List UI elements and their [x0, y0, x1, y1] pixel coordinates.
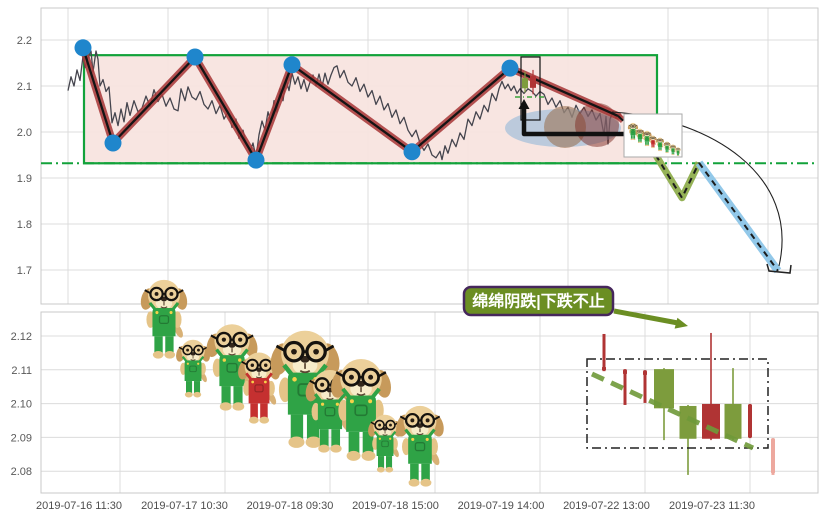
breakdown-green-leg: [647, 143, 703, 202]
zigzag-point: [74, 39, 92, 57]
top-panel-border: [40, 7, 819, 305]
zigzag-point: [501, 59, 519, 77]
up-arrow-head-icon: [518, 99, 530, 109]
zigzag-point: [283, 56, 301, 74]
annotation-box: [462, 285, 615, 317]
bottom-y-tick-label: 2.12: [11, 331, 32, 343]
annotation-text: 绵绵阴跌|下跌不止: [472, 292, 604, 311]
arc-end-bracket-icon: [766, 263, 792, 274]
top-y-tick-label: 1.9: [17, 173, 32, 185]
dog-sticker: [392, 404, 448, 489]
up-arrow: [521, 108, 628, 137]
x-tick-label: 2019-07-23 11:30: [669, 500, 755, 512]
candlestick: [748, 404, 752, 438]
annotation-arrow-head-icon: [674, 317, 688, 329]
bottom-y-tick-label: 2.10: [11, 399, 32, 411]
zigzag-point: [186, 48, 204, 66]
x-tick-label: 2019-07-18 15:00: [352, 500, 439, 512]
zigzag-point: [403, 143, 421, 161]
dog-sticker: [173, 338, 213, 399]
zigzag-point: [104, 134, 122, 152]
zigzag-core-line: [81, 47, 619, 162]
candlestick: [679, 405, 697, 439]
candlestick: [623, 370, 627, 374]
candlestick: [602, 367, 606, 371]
candlestick: [724, 403, 742, 439]
annotation-arrow-icon: [613, 308, 679, 326]
candlestick: [771, 439, 775, 473]
x-tick-label: 2019-07-17 10:30: [141, 500, 228, 512]
blob-highlight-brown: [544, 106, 586, 148]
mini-candle: [522, 78, 528, 89]
trend-dashed-line: [590, 371, 755, 451]
top-y-tick-label: 2.1: [17, 81, 32, 93]
bottom-y-tick-label: 2.08: [11, 466, 32, 478]
candlestick: [654, 369, 674, 409]
top-y-tick-label: 2.2: [17, 35, 32, 47]
mini-candle: [530, 75, 536, 88]
top-y-tick-label: 2.0: [17, 127, 32, 139]
top-y-tick-label: 1.8: [17, 219, 32, 231]
bottom-y-tick-label: 2.09: [11, 432, 32, 444]
x-tick-label: 2019-07-18 09:30: [247, 500, 334, 512]
inset-box: [520, 56, 541, 121]
bottom-panel-border: [40, 311, 819, 494]
x-tick-label: 2019-07-16 11:30: [36, 500, 122, 512]
breakdown-blue-core: [698, 162, 779, 272]
zigzag-point: [247, 151, 265, 169]
candlestick: [643, 371, 647, 375]
x-tick-label: 2019-07-19 14:00: [458, 500, 545, 512]
x-tick-label: 2019-07-22 13:00: [563, 500, 650, 512]
highlight-rect: [586, 358, 769, 449]
bottom-y-tick-label: 2.11: [11, 365, 32, 377]
top-y-tick-label: 1.7: [17, 265, 32, 277]
